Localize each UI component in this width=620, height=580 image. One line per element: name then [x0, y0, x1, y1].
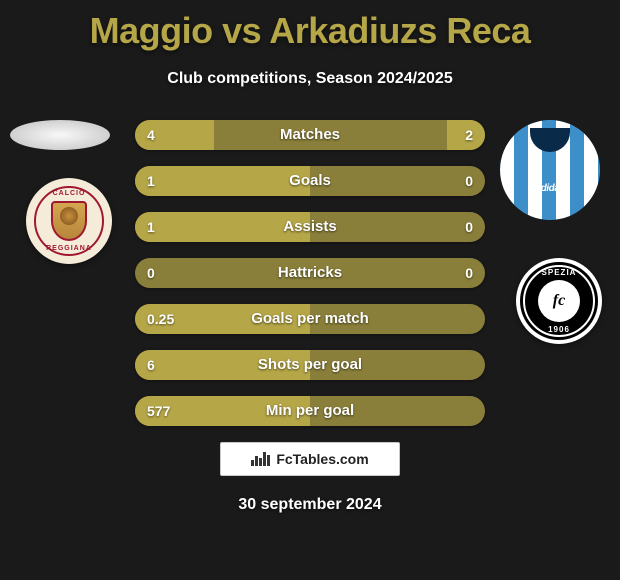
date-label: 30 september 2024: [0, 496, 620, 514]
club-right-text-top: SPEZIA: [542, 268, 577, 277]
stat-row: 577Min per goal: [135, 396, 485, 426]
bar-chart-icon: [251, 452, 270, 466]
stat-row: 1Goals0: [135, 166, 485, 196]
stat-right-value: 0: [465, 166, 473, 196]
ball-icon: [60, 207, 78, 225]
club-left-shield-icon: [51, 201, 87, 241]
stat-label: Assists: [135, 212, 485, 242]
player-left-avatar: [10, 120, 110, 150]
club-right-monogram-icon: fc: [553, 292, 565, 310]
club-right-text-bot: 1906: [548, 325, 570, 334]
stat-right-value: 2: [465, 120, 473, 150]
stat-row: 0Hattricks0: [135, 258, 485, 288]
stat-row: 0.25Goals per match: [135, 304, 485, 334]
club-right-logo: SPEZIA fc 1906: [516, 258, 602, 344]
stat-label: Goals per match: [135, 304, 485, 334]
stat-row: 6Shots per goal: [135, 350, 485, 380]
player-right-avatar: adidas: [500, 120, 600, 220]
club-left-text-bot: REGGIANA: [46, 245, 92, 252]
club-left-logo: CALCIO REGGIANA: [26, 178, 112, 264]
stat-row: 1Assists0: [135, 212, 485, 242]
stat-label: Matches: [135, 120, 485, 150]
fctables-label: FcTables.com: [276, 451, 368, 467]
subtitle: Club competitions, Season 2024/2025: [0, 70, 620, 88]
stat-label: Min per goal: [135, 396, 485, 426]
stat-label: Shots per goal: [135, 350, 485, 380]
stat-right-value: 0: [465, 212, 473, 242]
kit-brand-label: adidas: [536, 183, 565, 194]
club-right-inner-icon: fc: [538, 280, 580, 322]
stat-row: 4Matches2: [135, 120, 485, 150]
fctables-badge: FcTables.com: [220, 442, 400, 476]
stat-label: Hattricks: [135, 258, 485, 288]
stat-right-value: 0: [465, 258, 473, 288]
stat-label: Goals: [135, 166, 485, 196]
club-left-text-top: CALCIO: [53, 190, 86, 197]
page-title: Maggio vs Arkadiuzs Reca: [0, 0, 620, 52]
